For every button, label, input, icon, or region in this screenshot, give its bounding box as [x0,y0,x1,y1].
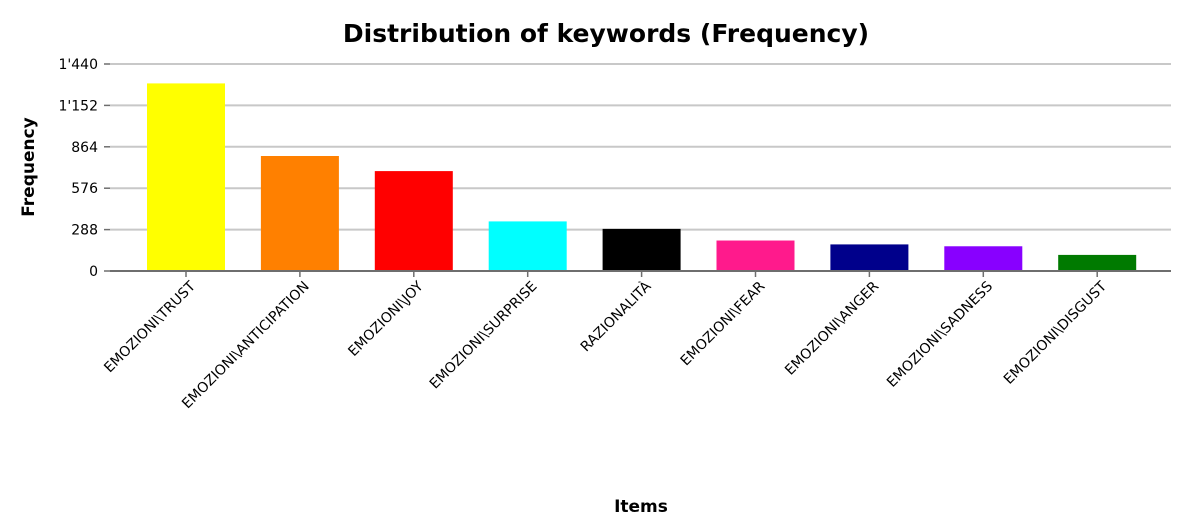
x-tick-label: EMOZIONI\TRUST [101,278,199,376]
bar [830,244,909,271]
x-tick-label: EMOZIONI\FEAR [678,278,769,369]
x-tick-label: EMOZIONI\ANTICIPATION [179,279,313,413]
y-tick-label: 1'152 [59,98,98,114]
bar [147,83,225,271]
chart-title: Distribution of keywords (Frequency) [343,19,869,48]
bar [602,228,681,271]
y-tick-label: 864 [71,140,98,156]
y-tick-label: 0 [89,264,98,280]
y-axis-title: Frequency [19,117,39,217]
bar [488,221,567,271]
x-tick-label: EMOZIONI\SADNESS [884,278,996,390]
bars [147,83,1137,271]
x-tick-label: EMOZIONI\DISGUST [1001,278,1110,387]
y-tick-label: 1'440 [59,57,98,73]
y-tick-label: 576 [71,181,98,197]
x-tick-label: EMOZIONI\ANGER [782,278,882,378]
bar [260,156,339,271]
x-tick-label: EMOZIONI\SURPRISE [427,279,541,393]
bar [1058,254,1137,271]
bar [716,240,795,271]
y-tick-label: 288 [71,223,98,239]
x-tick-label: EMOZIONI\JOY [345,278,427,360]
bar [944,246,1023,271]
bar [374,171,453,271]
y-tick-labels: 0 288 576 864 1'152 1'440 [59,57,99,280]
x-tick-label: RAZIONALITÀ [577,278,655,356]
x-axis-title: Items [614,497,668,517]
